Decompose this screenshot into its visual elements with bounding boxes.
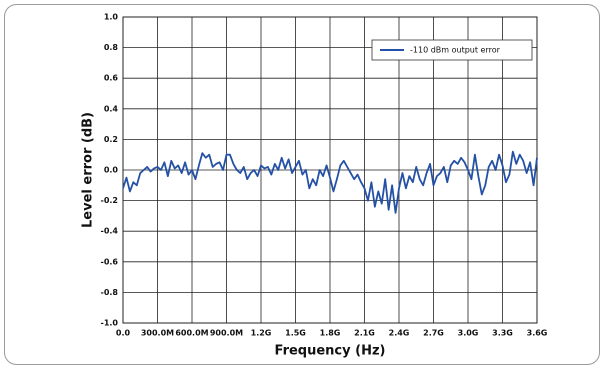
y-tick-label: -0.8 <box>101 288 119 297</box>
x-tick-label: 300.0M <box>141 329 174 338</box>
x-tick-label: 3.0G <box>458 329 479 338</box>
x-tick-label: 2.4G <box>389 329 410 338</box>
x-tick-label: 2.7G <box>423 329 444 338</box>
y-axis-title: Level error (dB) <box>81 112 96 228</box>
y-tick-label: -0.6 <box>101 257 119 266</box>
x-axis-title: Frequency (Hz) <box>275 344 386 359</box>
legend-label: -110 dBm output error <box>410 46 501 55</box>
y-tick-label: -0.4 <box>101 227 119 236</box>
x-tick-label: 3.3G <box>492 329 513 338</box>
y-tick-label: -1.0 <box>101 319 119 328</box>
x-tick-label: 3.6G <box>527 329 548 338</box>
x-tick-label: 600.0M <box>175 329 208 338</box>
y-tick-label: 1.0 <box>104 13 119 22</box>
y-tick-label: 0.2 <box>104 135 118 144</box>
plot-border <box>122 16 538 324</box>
x-tick-label: 1.5G <box>285 329 306 338</box>
x-tick-label: 1.8G <box>320 329 341 338</box>
y-tick-label: 0.0 <box>104 166 119 175</box>
y-tick-label: -0.2 <box>101 196 119 205</box>
data-line <box>122 150 538 214</box>
x-tick-label: 900.0M <box>210 329 243 338</box>
y-tick-label: 0.8 <box>104 43 119 52</box>
y-tick-label: 0.6 <box>104 74 119 83</box>
legend-box <box>371 39 533 61</box>
legend: -110 dBm output error <box>371 39 533 61</box>
x-tick-label: 1.2G <box>251 329 272 338</box>
y-tick-label: 0.4 <box>104 104 119 113</box>
x-tick-label: 0.0 <box>116 329 131 338</box>
x-tick-label: 2.1G <box>354 329 375 338</box>
